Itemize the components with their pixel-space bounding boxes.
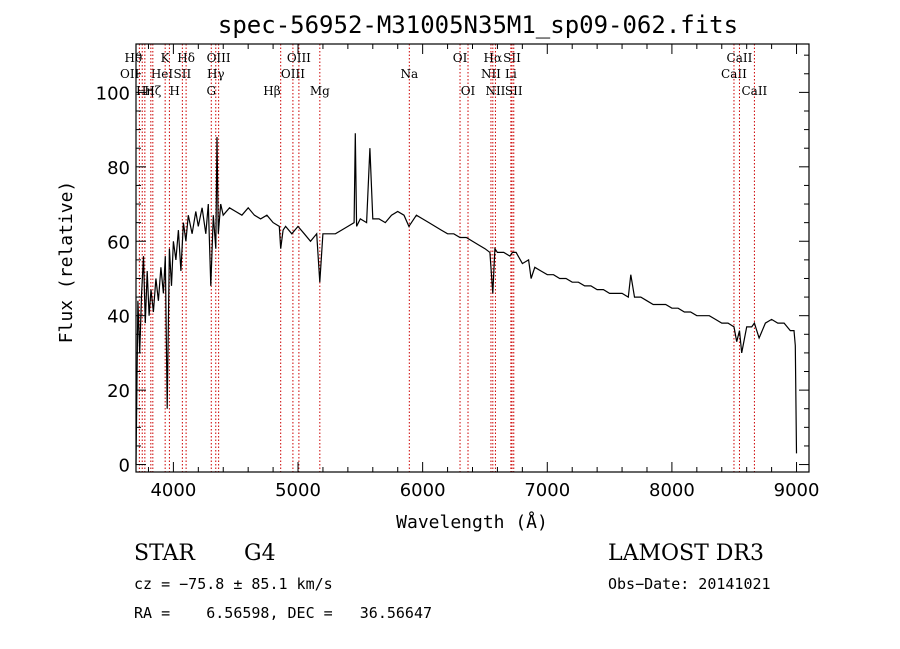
- emission-line-label: G: [206, 84, 216, 98]
- emission-line-label: OIII: [207, 51, 231, 65]
- emission-line-label: CaII: [727, 51, 753, 65]
- y-tick-label: 60: [107, 232, 130, 253]
- plot-frame: [135, 43, 810, 473]
- emission-line-label: Hβ: [263, 84, 280, 98]
- emission-line-label: Hθ: [125, 51, 143, 65]
- x-tick-label: 5000: [275, 480, 321, 501]
- x-tick-label: 8000: [649, 480, 695, 501]
- chart-title: spec-56952-M31005N35M1_sp09-062.fits: [218, 11, 738, 39]
- emission-line-label: Li: [505, 67, 517, 81]
- observation-date: Obs−Date: 20141021: [608, 575, 771, 593]
- object-class: STAR: [134, 541, 195, 566]
- y-tick-label: 40: [107, 307, 130, 328]
- axis-ticks: 4000 5000 6000 7000 8000 9000 0 20 40 60 80 100: [96, 44, 820, 501]
- object-subclass: G4: [244, 541, 276, 566]
- emission-line-label: SII: [503, 51, 521, 65]
- emission-line-label: CaII: [721, 67, 747, 81]
- x-tick-label: 9000: [774, 480, 820, 501]
- y-tick-label: 80: [107, 158, 130, 179]
- y-tick-label: 0: [119, 456, 130, 477]
- survey-name: LAMOST DR3: [608, 541, 764, 566]
- emission-line-label: NII: [485, 84, 505, 98]
- x-tick-label: 7000: [524, 480, 570, 501]
- spectrum-line: [135, 133, 798, 465]
- emission-line-label: K: [161, 51, 171, 65]
- emission-line-label: Hα: [484, 51, 503, 65]
- emission-line-label: Na: [400, 67, 418, 81]
- redshift-text: cz = −75.8 ± 85.1 km/s: [134, 575, 333, 593]
- emission-line-label: CaII: [741, 84, 767, 98]
- x-tick-label: 6000: [400, 480, 446, 501]
- x-tick-label: 4000: [150, 480, 196, 501]
- emission-line-label: OIII: [281, 67, 305, 81]
- emission-line-label: Hη: [136, 84, 154, 98]
- emission-line-label: OI: [461, 84, 476, 98]
- emission-line-label: Hγ: [207, 67, 225, 81]
- y-tick-label: 100: [96, 83, 130, 104]
- emission-line-label: OIII: [287, 51, 311, 65]
- emission-line-label: OI: [453, 51, 468, 65]
- emission-line-markers: OIIHθHηHeIHζKSIIHHδHγGOIIIHβOIIIOIIIMgNa…: [120, 44, 768, 472]
- emission-line-label: SII: [174, 67, 192, 81]
- emission-line-label: Hδ: [177, 51, 195, 65]
- x-axis-label: Wavelength (Å): [396, 511, 548, 533]
- coordinates-text: RA = 6.56598, DEC = 36.56647: [134, 604, 433, 622]
- emission-line-label: NII: [481, 67, 501, 81]
- y-tick-label: 20: [107, 381, 130, 402]
- emission-line-label: Mg: [310, 84, 330, 98]
- y-axis-label: Flux (relative): [56, 181, 77, 344]
- emission-line-label: OII: [120, 67, 140, 81]
- emission-line-label: Hζ: [144, 84, 161, 98]
- emission-line-label: SII: [505, 84, 523, 98]
- emission-line-label: H: [169, 84, 179, 98]
- emission-line-label: HeI: [151, 67, 174, 81]
